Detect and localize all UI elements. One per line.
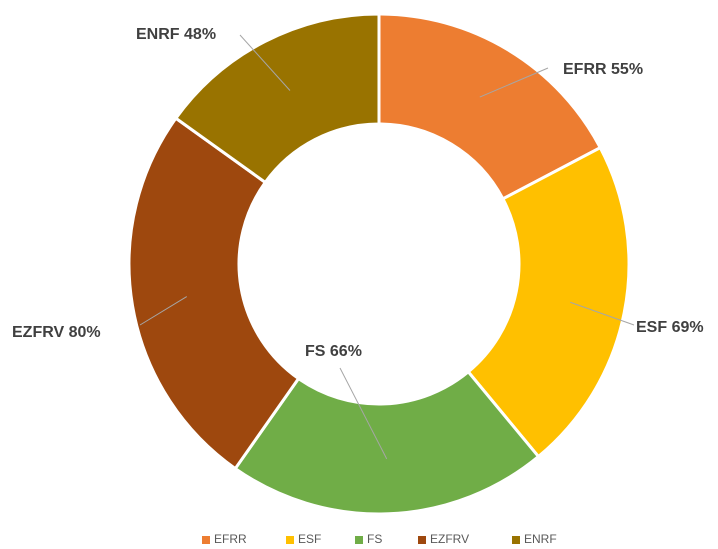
- label-value: 48%: [184, 26, 216, 43]
- label-value: 55%: [611, 61, 643, 78]
- legend-swatch: [512, 536, 520, 544]
- label-value: 80%: [69, 324, 101, 341]
- donut-segment: [377, 12, 603, 201]
- donut-segment: [466, 145, 631, 459]
- legend-swatch: [286, 536, 294, 544]
- label-category: ENRF: [136, 26, 180, 43]
- label-category: EZFRV: [12, 324, 64, 341]
- legend-label: EZFRV: [430, 532, 469, 546]
- donut-segment: [127, 116, 301, 471]
- leader-line: [139, 296, 188, 326]
- legend-label: ENRF: [524, 532, 557, 546]
- legend-label: FS: [367, 532, 382, 546]
- label-category: EFRR: [563, 61, 607, 78]
- data-label: ENRF 48%: [136, 26, 216, 43]
- legend-swatch: [202, 536, 210, 544]
- leader-line: [479, 67, 549, 98]
- leader-line: [239, 34, 291, 91]
- label-category: ESF: [636, 319, 667, 336]
- donut-segment: [173, 12, 381, 185]
- legend-label: EFRR: [214, 532, 247, 546]
- label-value: 66%: [330, 343, 362, 360]
- leader-line: [339, 367, 388, 460]
- data-label: ESF 69%: [636, 319, 704, 336]
- donut-segment: [233, 369, 541, 516]
- data-label: EZFRV 80%: [12, 324, 101, 341]
- legend-label: ESF: [298, 532, 321, 546]
- legend-swatch: [355, 536, 363, 544]
- data-label: EFRR 55%: [563, 61, 643, 78]
- label-category: FS: [305, 343, 326, 360]
- legend-swatch: [418, 536, 426, 544]
- data-label: FS 66%: [305, 343, 362, 360]
- label-value: 69%: [672, 319, 704, 336]
- leader-line: [570, 301, 635, 326]
